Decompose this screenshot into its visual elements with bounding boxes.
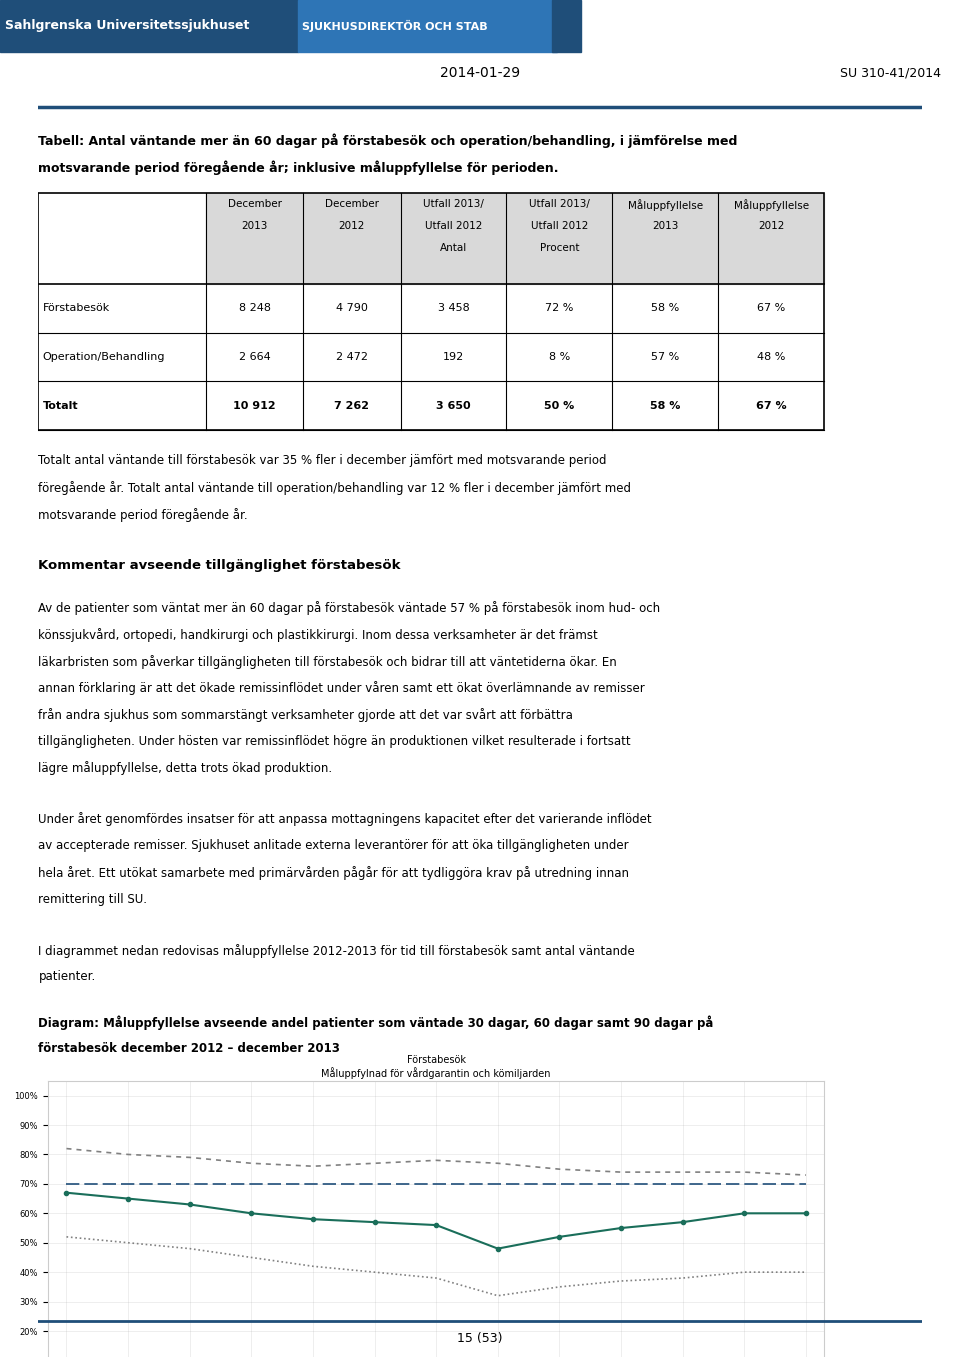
Text: 57 %: 57 % — [651, 351, 680, 362]
Text: från andra sjukhus som sommarstängt verksamheter gjorde att det var svårt att fö: från andra sjukhus som sommarstängt verk… — [38, 708, 573, 722]
Bar — [298, 0, 557, 52]
Text: 3 458: 3 458 — [438, 304, 469, 313]
Bar — [0, 0, 298, 52]
Text: Utfall 2012: Utfall 2012 — [425, 221, 482, 231]
Text: 2013: 2013 — [652, 221, 679, 231]
Text: motsvarande period föregående år.: motsvarande period föregående år. — [38, 508, 248, 521]
Text: förstabesök december 2012 – december 2013: förstabesök december 2012 – december 201… — [38, 1042, 340, 1054]
Text: 2 664: 2 664 — [239, 351, 271, 362]
Text: patienter.: patienter. — [38, 970, 96, 984]
Text: 2012: 2012 — [758, 221, 784, 231]
Text: Utfall 2013/: Utfall 2013/ — [423, 199, 484, 209]
Text: Diagram: Måluppfyllelse avseende andel patienter som väntade 30 dagar, 60 dagar : Diagram: Måluppfyllelse avseende andel p… — [38, 1015, 714, 1030]
Text: könssjukvård, ortopedi, handkirurgi och plastikkirurgi. Inom dessa verksamheter : könssjukvård, ortopedi, handkirurgi och … — [38, 628, 598, 642]
Text: annan förklaring är att det ökade remissinflödet under våren samt ett ökat överl: annan förklaring är att det ökade remiss… — [38, 681, 645, 695]
Text: 15 (53): 15 (53) — [457, 1331, 503, 1345]
Text: tillgängligheten. Under hösten var remissinflödet högre än produktionen vilket r: tillgängligheten. Under hösten var remis… — [38, 734, 631, 748]
Text: 67 %: 67 % — [756, 400, 787, 411]
Text: Utfall 2013/: Utfall 2013/ — [529, 199, 590, 209]
Title: Förstabesök
Måluppfylnad för vårdgarantin och kömiljarden: Förstabesök Måluppfylnad för vårdgaranti… — [322, 1054, 551, 1079]
Text: lägre måluppfyllelse, detta trots ökad produktion.: lägre måluppfyllelse, detta trots ökad p… — [38, 761, 332, 775]
Text: Totalt antal väntande till förstabesök var 35 % fler i december jämfört med mots: Totalt antal väntande till förstabesök v… — [38, 455, 607, 467]
Text: SU 310-41/2014: SU 310-41/2014 — [840, 66, 941, 80]
Text: 72 %: 72 % — [545, 304, 574, 313]
Text: av accepterade remisser. Sjukhuset anlitade externa leverantörer för att öka til: av accepterade remisser. Sjukhuset anlit… — [38, 839, 629, 852]
Text: Förstabesök: Förstabesök — [43, 304, 110, 313]
Text: 58 %: 58 % — [651, 304, 680, 313]
Text: 67 %: 67 % — [757, 304, 785, 313]
Text: 2012: 2012 — [339, 221, 365, 231]
Text: 10 912: 10 912 — [233, 400, 276, 411]
Text: 2 472: 2 472 — [336, 351, 368, 362]
Text: Måluppfyllelse: Måluppfyllelse — [628, 199, 703, 212]
Text: motsvarande period föregående år; inklusive måluppfyllelse för perioden.: motsvarande period föregående år; inklus… — [38, 160, 559, 175]
Text: Procent: Procent — [540, 243, 579, 252]
Text: 58 %: 58 % — [650, 400, 681, 411]
Text: läkarbristen som påverkar tillgängligheten till förstabesök och bidrar till att : läkarbristen som påverkar tillgänglighet… — [38, 654, 617, 669]
Text: remittering till SU.: remittering till SU. — [38, 893, 148, 905]
Text: 48 %: 48 % — [757, 351, 785, 362]
Text: Tabell: Antal väntande mer än 60 dagar på förstabesök och operation/behandling, : Tabell: Antal väntande mer än 60 dagar p… — [38, 133, 738, 148]
Bar — [552, 0, 581, 52]
Text: I diagrammet nedan redovisas måluppfyllelse 2012-2013 för tid till förstabesök s: I diagrammet nedan redovisas måluppfylle… — [38, 943, 636, 958]
Text: Sahlgrenska Universitetssjukhuset: Sahlgrenska Universitetssjukhuset — [5, 19, 250, 33]
Text: December: December — [228, 199, 282, 209]
Text: 4 790: 4 790 — [336, 304, 368, 313]
Text: SJUKHUSDIREKTÖR OCH STAB: SJUKHUSDIREKTÖR OCH STAB — [302, 20, 488, 31]
Text: Totalt: Totalt — [43, 400, 79, 411]
Text: Av de patienter som väntat mer än 60 dagar på förstabesök väntade 57 % på första: Av de patienter som väntat mer än 60 dag… — [38, 601, 660, 615]
Text: Måluppfyllelse: Måluppfyllelse — [733, 199, 809, 212]
Text: föregående år. Totalt antal väntande till operation/behandling var 12 % fler i d: föregående år. Totalt antal väntande til… — [38, 480, 632, 495]
Text: 2013: 2013 — [242, 221, 268, 231]
Text: 7 262: 7 262 — [334, 400, 370, 411]
Text: Antal: Antal — [440, 243, 468, 252]
Text: Operation/Behandling: Operation/Behandling — [43, 351, 165, 362]
Text: 8 248: 8 248 — [239, 304, 271, 313]
Text: 8 %: 8 % — [549, 351, 570, 362]
Text: 2014-01-29: 2014-01-29 — [440, 66, 520, 80]
Text: Under året genomfördes insatser för att anpassa mottagningens kapacitet efter de: Under året genomfördes insatser för att … — [38, 813, 652, 826]
Bar — [206, 193, 825, 284]
Text: 3 650: 3 650 — [436, 400, 470, 411]
Text: Utfall 2012: Utfall 2012 — [531, 221, 588, 231]
Text: Kommentar avseende tillgänglighet förstabesök: Kommentar avseende tillgänglighet första… — [38, 559, 401, 571]
Text: December: December — [324, 199, 379, 209]
Text: 50 %: 50 % — [544, 400, 575, 411]
Text: hela året. Ett utökat samarbete med primärvården pågår för att tydliggöra krav p: hela året. Ett utökat samarbete med prim… — [38, 866, 630, 879]
Text: 192: 192 — [443, 351, 464, 362]
